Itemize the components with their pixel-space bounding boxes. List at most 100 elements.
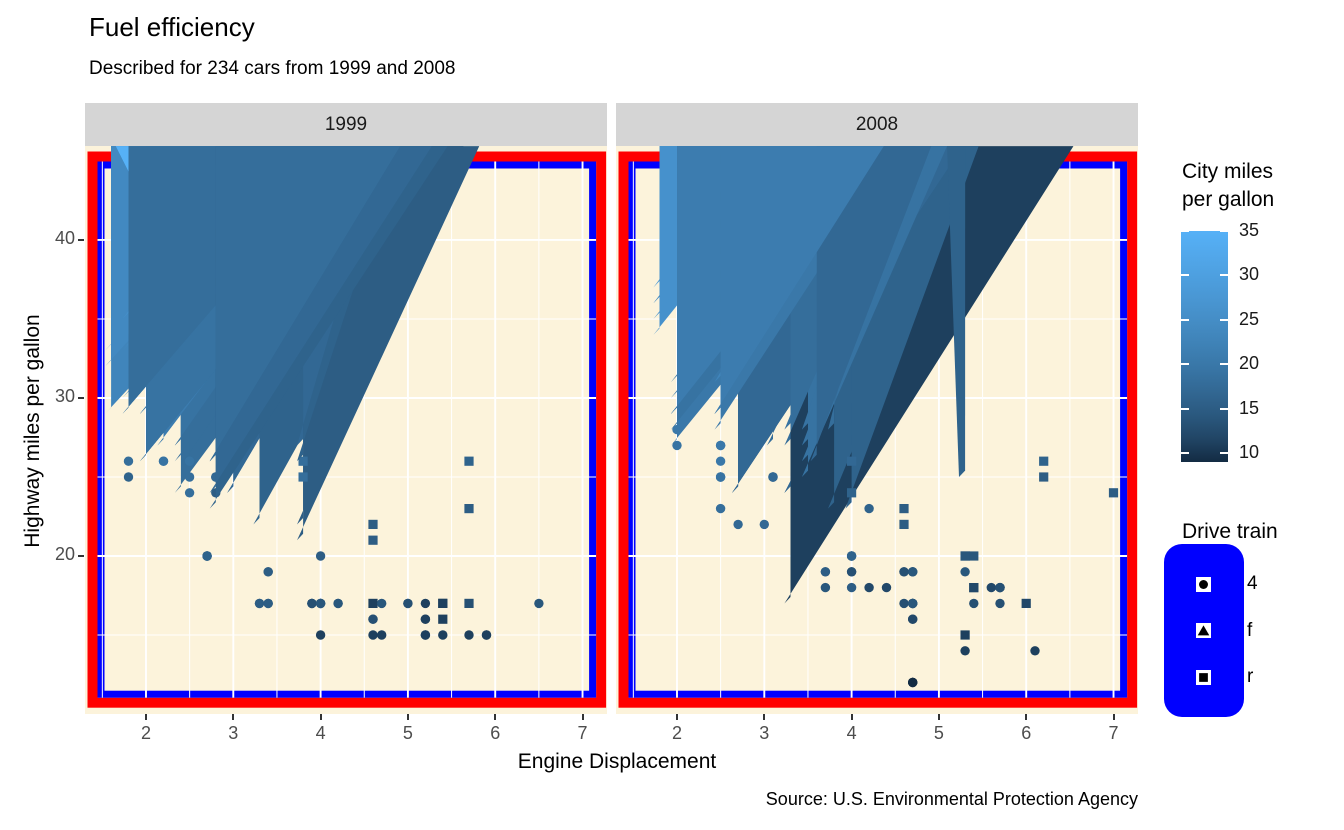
- x-tick-label: 3: [759, 723, 770, 743]
- data-point: [864, 503, 874, 514]
- x-tick-mark: [319, 714, 322, 720]
- colorbar-tick-mark: [1181, 363, 1189, 366]
- colorbar-tick-label: 10: [1239, 442, 1260, 463]
- data-point: [715, 472, 726, 482]
- x-tick-mark: [144, 714, 147, 720]
- legend-key-label: f: [1247, 619, 1253, 641]
- data-point: [715, 440, 726, 451]
- data-point: [1039, 472, 1049, 482]
- data-point: [908, 677, 918, 688]
- data-point: [1197, 625, 1210, 636]
- facet-strip-label: 2008: [855, 113, 899, 135]
- data-point: [995, 582, 1005, 593]
- x-axis-title: Engine Displacement: [517, 750, 717, 773]
- data-point: [908, 567, 918, 577]
- data-point: [1199, 579, 1208, 589]
- data-point: [368, 598, 378, 608]
- data-point: [368, 519, 378, 529]
- y-tick-label: 30: [54, 385, 75, 406]
- circle-key-icon: [1199, 579, 1208, 589]
- data-point: [263, 567, 273, 577]
- y-tick-mark: [78, 555, 84, 557]
- data-point: [715, 503, 726, 514]
- data-point: [420, 630, 431, 640]
- data-point: [969, 583, 979, 593]
- colorbar-title-line2: per gallon: [1182, 188, 1275, 211]
- data-point: [315, 630, 326, 640]
- data-point: [307, 598, 317, 609]
- colorbar-tick-mark: [1220, 407, 1228, 410]
- x-tick-mark: [1025, 714, 1028, 720]
- plot-caption: Source: U.S. Environmental Protection Ag…: [765, 789, 1138, 809]
- data-point: [333, 598, 343, 609]
- x-tick-label: 6: [1021, 723, 1032, 743]
- data-point: [960, 646, 970, 656]
- legend-key-4: [1196, 576, 1211, 592]
- plot-title: Fuel efficiency: [89, 12, 255, 42]
- scatter-panel-1999: [85, 146, 607, 714]
- data-point: [960, 551, 970, 561]
- x-tick-label: 6: [490, 723, 501, 743]
- data-point: [298, 456, 308, 466]
- data-point: [368, 630, 378, 640]
- x-tick-label: 3: [228, 723, 239, 743]
- y-tick-mark: [78, 396, 84, 399]
- data-point: [960, 630, 970, 640]
- data-point: [820, 582, 831, 593]
- data-point: [464, 598, 474, 608]
- colorbar-tick-mark: [1181, 452, 1189, 455]
- x-tick-label: 5: [402, 723, 413, 743]
- square-key-icon: [1199, 672, 1208, 682]
- x-tick-mark: [494, 714, 497, 720]
- data-point: [464, 456, 474, 466]
- scatter-panel-2008: [616, 146, 1138, 714]
- data-point: [1030, 646, 1040, 656]
- data-point: [846, 551, 857, 561]
- data-point: [315, 551, 326, 561]
- y-tick-mark: [78, 238, 84, 241]
- data-point: [1021, 598, 1031, 608]
- data-point: [403, 598, 413, 609]
- colorbar-title-line1: City miles: [1182, 160, 1274, 183]
- data-point: [481, 630, 492, 640]
- y-tick-label: 40: [54, 227, 75, 248]
- legend-key-label: 4: [1247, 573, 1258, 594]
- colorbar-tick-mark: [1181, 230, 1189, 232]
- x-tick-label: 2: [140, 723, 151, 743]
- data-point: [881, 582, 892, 593]
- data-point: [158, 456, 169, 466]
- data-point: [672, 440, 682, 451]
- data-point: [184, 488, 195, 498]
- data-point: [969, 598, 979, 609]
- data-point: [438, 630, 448, 640]
- facet-strip-1999: 1999: [85, 103, 607, 146]
- data-point: [908, 614, 918, 624]
- data-point: [899, 504, 909, 514]
- colorbar-legend-title: City miles per gallon: [1182, 158, 1274, 214]
- legend-key-f: [1196, 623, 1211, 638]
- y-tick-label: 20: [54, 544, 75, 564]
- legend-key-label: r: [1247, 666, 1254, 687]
- x-tick-mark: [850, 714, 853, 720]
- colorbar-tick-label: 15: [1239, 397, 1260, 418]
- x-tick-mark: [763, 714, 766, 720]
- shape-legend-title: Drive train: [1182, 520, 1278, 543]
- x-tick-label: 4: [315, 723, 326, 743]
- x-tick-label: 7: [577, 723, 588, 743]
- data-point: [298, 472, 308, 482]
- data-point: [947, 146, 966, 478]
- data-point: [420, 598, 431, 609]
- data-point: [1039, 456, 1049, 466]
- x-tick-mark: [675, 714, 678, 720]
- colorbar-tick-mark: [1220, 274, 1228, 277]
- data-point: [123, 472, 134, 482]
- data-point: [377, 630, 387, 640]
- data-point: [995, 598, 1005, 609]
- data-point: [899, 567, 909, 577]
- data-point: [368, 535, 378, 545]
- colorbar-tick-mark: [1220, 318, 1228, 321]
- data-point: [768, 472, 778, 482]
- colorbar-tick-mark: [1181, 274, 1189, 277]
- colorbar-tick-mark: [1220, 230, 1228, 232]
